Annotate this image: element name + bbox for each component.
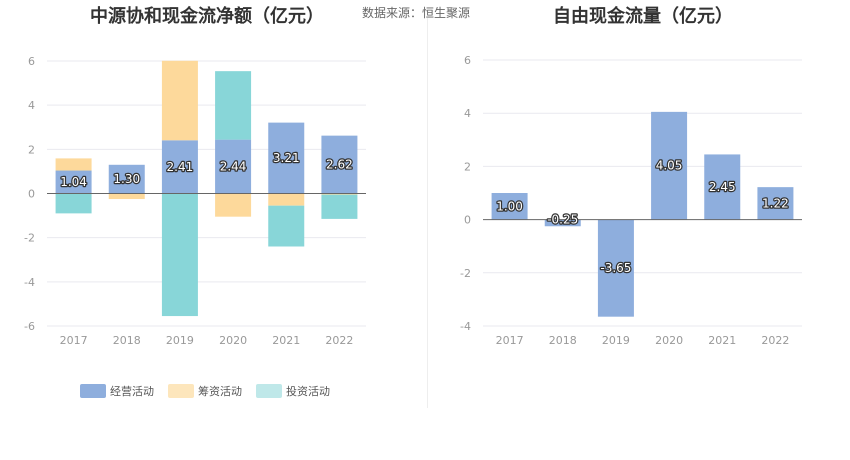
right-bar — [491, 193, 528, 220]
panel-divider — [427, 18, 428, 408]
left-bar-investing — [321, 194, 358, 219]
left-xtick-label: 2017 — [60, 334, 88, 347]
left-xtick-label: 2019 — [166, 334, 194, 347]
left-bar-investing — [161, 193, 198, 317]
right-ytick-label: -4 — [460, 320, 471, 333]
legend: 经营活动 筹资活动 投资活动 — [80, 383, 330, 399]
left-ytick-label: -2 — [24, 232, 35, 245]
legend-label-operating: 经营活动 — [110, 385, 154, 398]
right-ytick-label: 6 — [464, 54, 471, 67]
left-ytick-label: 6 — [28, 55, 35, 68]
right-ytick-label: 2 — [464, 160, 471, 173]
left-xtick-label: 2020 — [219, 334, 247, 347]
left-bar-financing — [161, 60, 198, 141]
right-xtick-label: 2018 — [549, 334, 577, 347]
left-data-label: 1.04 — [60, 175, 87, 189]
right-ytick-label: 0 — [464, 214, 471, 227]
left-bar-financing — [321, 193, 358, 195]
legend-swatch-operating — [80, 384, 106, 398]
right-chart-title: 自由现金流量（亿元） — [553, 6, 733, 27]
left-ytick-label: 4 — [28, 99, 35, 112]
legend-label-financing: 筹资活动 — [198, 385, 242, 398]
left-bar-operating — [161, 140, 198, 194]
right-bar — [544, 219, 581, 227]
data-source-note: 数据来源：恒生聚源 — [362, 6, 471, 20]
right-ytick-label: -2 — [460, 267, 471, 280]
right-xtick-label: 2021 — [708, 334, 736, 347]
left-data-label: 3.21 — [273, 151, 300, 165]
legend-swatch-financing — [168, 384, 194, 398]
right-data-label: 2.45 — [709, 180, 736, 194]
right-bar — [651, 111, 688, 220]
right-data-label: 1.22 — [762, 196, 789, 210]
left-xtick-label: 2022 — [325, 334, 353, 347]
legend-item-financing[interactable]: 筹资活动 — [168, 383, 242, 399]
right-xtick-label: 2022 — [761, 334, 789, 347]
left-bar-financing — [215, 193, 252, 217]
right-xtick-label: 2017 — [496, 334, 524, 347]
left-bar-operating — [268, 122, 305, 194]
left-ytick-label: -6 — [24, 320, 35, 333]
left-bar-financing — [108, 193, 145, 200]
left-chart-title: 中源协和现金流净额（亿元） — [90, 6, 324, 27]
left-ytick-label: 2 — [28, 143, 35, 156]
left-bar-operating — [321, 135, 358, 194]
left-bar-investing — [55, 193, 92, 214]
right-data-label: -0.25 — [547, 213, 578, 227]
left-ytick-label: -4 — [24, 276, 35, 289]
right-bar — [597, 219, 634, 317]
left-data-label: 2.41 — [167, 160, 194, 174]
left-bar-financing — [268, 193, 305, 206]
left-bar-investing — [215, 71, 252, 140]
right-bar — [704, 154, 741, 220]
right-bar — [757, 187, 794, 220]
left-bar-operating — [215, 139, 252, 194]
left-bar-operating — [55, 170, 92, 194]
legend-item-operating[interactable]: 经营活动 — [80, 383, 154, 399]
left-xtick-label: 2018 — [113, 334, 141, 347]
legend-item-investing[interactable]: 投资活动 — [256, 383, 330, 399]
left-data-label: 2.44 — [220, 160, 247, 174]
left-data-label: 2.62 — [326, 158, 353, 172]
right-data-label: 4.05 — [656, 159, 683, 173]
legend-label-investing: 投资活动 — [286, 385, 330, 398]
legend-swatch-investing — [256, 384, 282, 398]
left-bar-operating — [108, 164, 145, 194]
right-ytick-label: 4 — [464, 107, 471, 120]
right-data-label: -3.65 — [600, 261, 631, 275]
left-bar-financing — [55, 158, 92, 171]
left-ytick-label: 0 — [28, 188, 35, 201]
left-bar-investing — [268, 205, 305, 247]
left-xtick-label: 2021 — [272, 334, 300, 347]
right-data-label: 1.00 — [496, 199, 523, 213]
left-data-label: 1.30 — [113, 172, 140, 186]
right-xtick-label: 2019 — [602, 334, 630, 347]
right-xtick-label: 2020 — [655, 334, 683, 347]
